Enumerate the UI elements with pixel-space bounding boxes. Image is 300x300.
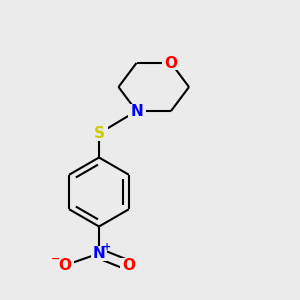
FancyBboxPatch shape <box>91 246 107 261</box>
Text: O: O <box>122 258 136 273</box>
Text: N: N <box>130 103 143 118</box>
Text: −: − <box>51 254 60 264</box>
FancyBboxPatch shape <box>56 258 74 273</box>
FancyBboxPatch shape <box>128 104 146 118</box>
Text: S: S <box>94 126 104 141</box>
FancyBboxPatch shape <box>120 258 138 273</box>
Text: N: N <box>93 246 105 261</box>
Text: O: O <box>58 258 71 273</box>
FancyBboxPatch shape <box>90 126 108 141</box>
Text: +: + <box>103 242 112 252</box>
FancyBboxPatch shape <box>162 56 180 70</box>
Text: O: O <box>164 56 178 70</box>
